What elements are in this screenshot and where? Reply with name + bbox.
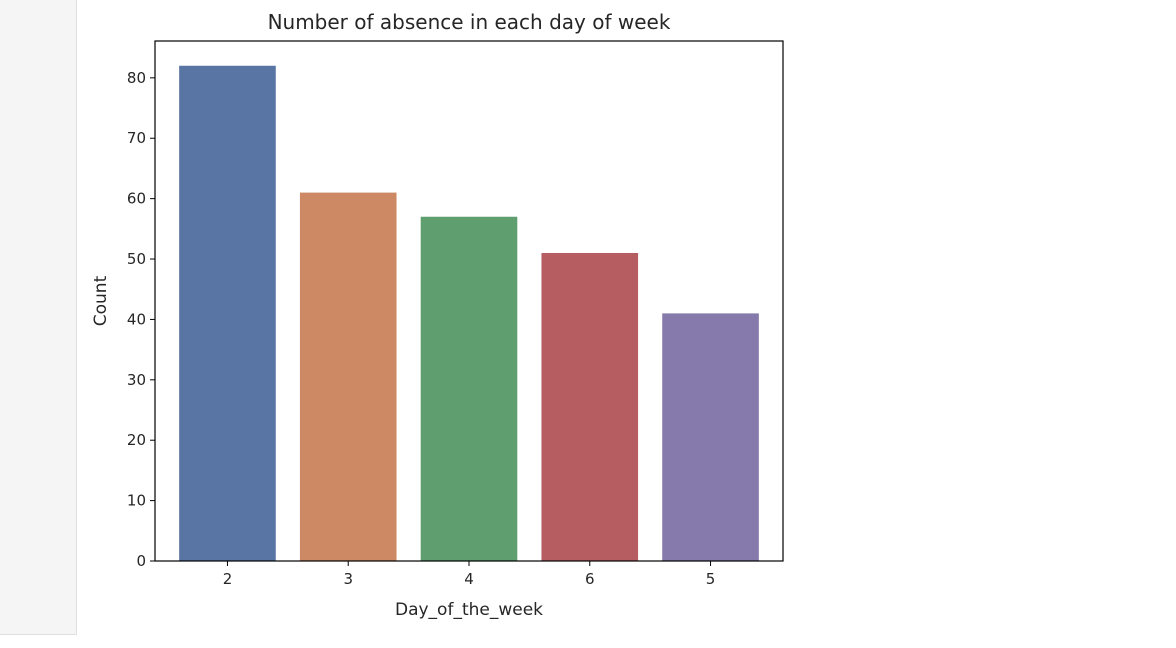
cell-gutter	[0, 0, 77, 635]
y-tick-label: 60	[127, 190, 146, 208]
x-tick-label: 4	[464, 570, 474, 588]
y-axis-label: Count	[91, 275, 111, 326]
y-tick-label: 40	[127, 310, 146, 328]
bar-day-3	[299, 192, 397, 561]
bar-day-5	[662, 313, 759, 561]
x-tick-label: 5	[706, 570, 716, 588]
bars-group	[179, 65, 759, 561]
y-tick-label: 20	[127, 431, 146, 449]
x-tick-label: 6	[585, 570, 595, 588]
y-tick-label: 0	[136, 552, 146, 570]
y-axis: 0 10 20 30 40 50 60 70 80	[127, 69, 155, 570]
plot-frame	[154, 40, 784, 562]
x-axis: 2 3 4 6 5	[223, 561, 716, 588]
bar-chart: Number of absence in each day of week 0 1…	[91, 10, 784, 620]
y-tick-label: 70	[127, 129, 146, 147]
bar-day-4	[420, 216, 518, 561]
y-tick-label: 50	[127, 250, 146, 268]
y-tick-label: 80	[127, 69, 146, 87]
bar-day-6	[541, 252, 639, 561]
bar-day-2	[179, 65, 276, 561]
y-tick-label: 30	[127, 371, 146, 389]
chart-title: Number of absence in each day of week	[268, 10, 671, 34]
x-tick-label: 2	[223, 570, 233, 588]
cell-output-area: Number of absence in each day of week 0 1…	[78, 0, 1176, 648]
x-axis-label: Day_of_the_week	[395, 600, 543, 620]
y-tick-label: 10	[127, 492, 146, 510]
x-tick-label: 3	[343, 570, 353, 588]
